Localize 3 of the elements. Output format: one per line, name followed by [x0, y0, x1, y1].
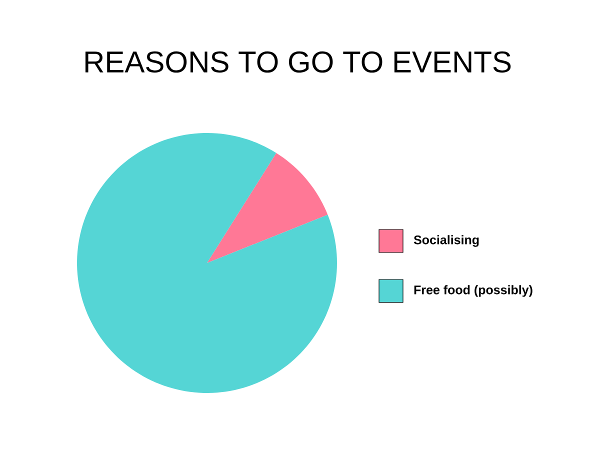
legend-label: Socialising [414, 235, 479, 247]
chart-title: REASONS TO GO TO EVENTS [85, 51, 511, 73]
legend-label: Free food (possibly) [414, 285, 532, 297]
